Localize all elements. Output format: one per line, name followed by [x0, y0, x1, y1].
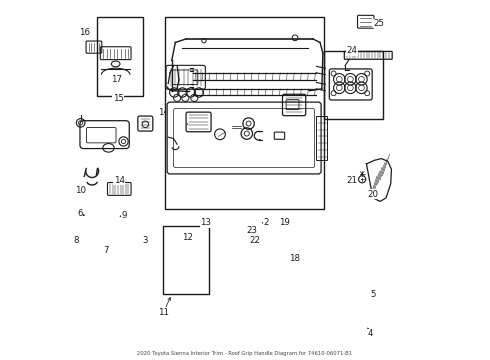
Bar	[323, 51, 383, 119]
Text: 25: 25	[373, 19, 385, 28]
Bar	[165, 18, 323, 208]
Text: 10: 10	[75, 186, 86, 195]
Text: 11: 11	[158, 308, 169, 317]
Text: 16: 16	[79, 28, 91, 37]
Text: 3: 3	[142, 236, 147, 245]
Text: 8: 8	[74, 235, 79, 244]
Text: 4: 4	[368, 329, 373, 338]
Bar	[163, 226, 209, 294]
Text: 13: 13	[200, 219, 211, 228]
Text: 21: 21	[346, 176, 357, 185]
Text: 1: 1	[158, 108, 164, 117]
Text: 15: 15	[113, 94, 123, 103]
Text: 19: 19	[279, 219, 290, 228]
Text: 18: 18	[289, 254, 300, 263]
Text: 22: 22	[249, 235, 261, 244]
Text: 5: 5	[371, 290, 376, 299]
Bar	[317, 116, 327, 160]
Text: 23: 23	[246, 225, 258, 234]
Text: 14: 14	[114, 176, 125, 185]
Text: 2: 2	[264, 219, 269, 228]
Text: 17: 17	[111, 75, 122, 84]
Text: 24: 24	[346, 46, 358, 55]
Bar	[97, 18, 143, 96]
Text: 7: 7	[103, 246, 108, 255]
Text: 12: 12	[182, 233, 193, 242]
Text: 6: 6	[77, 210, 83, 219]
Text: 9: 9	[122, 211, 127, 220]
Text: 20: 20	[368, 190, 378, 199]
Text: 2020 Toyota Sienna Interior Trim - Roof Grip Handle Diagram for 74610-06071-B1: 2020 Toyota Sienna Interior Trim - Roof …	[137, 351, 353, 356]
